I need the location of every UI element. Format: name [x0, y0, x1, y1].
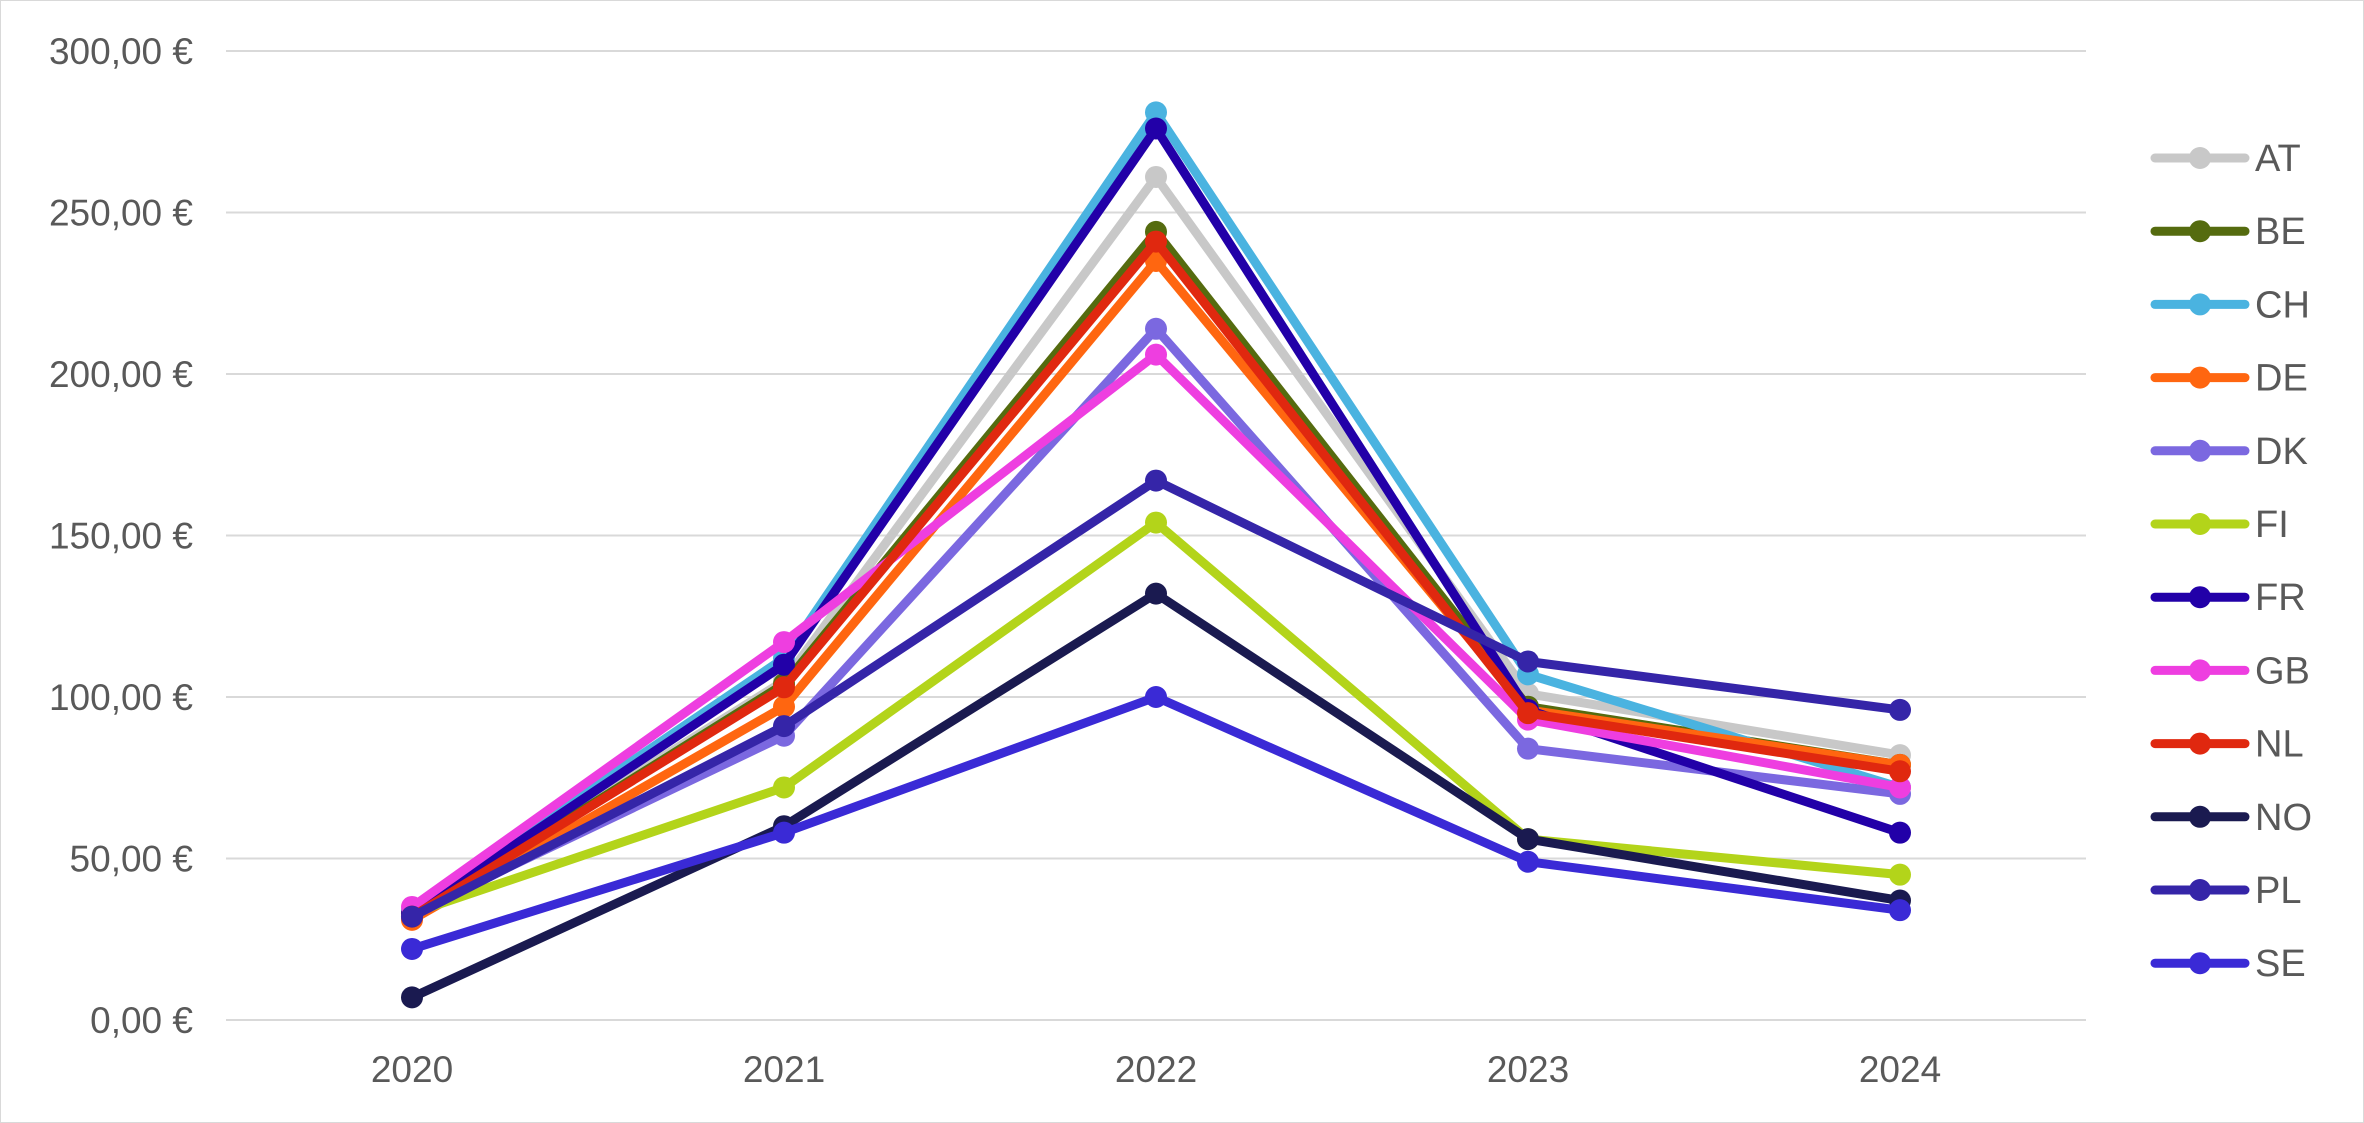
- data-point: [1145, 317, 1167, 340]
- legend-label: AT: [2255, 138, 2301, 180]
- legend-label: GB: [2255, 650, 2310, 692]
- data-point: [1889, 698, 1911, 721]
- data-point: [773, 695, 795, 718]
- data-point: [773, 776, 795, 799]
- legend-swatch-marker: [2189, 293, 2211, 316]
- y-tick-label: 0,00 €: [90, 1000, 193, 1041]
- data-point: [773, 821, 795, 844]
- legend-item-se: SE: [2150, 943, 2306, 985]
- data-point: [1145, 469, 1167, 492]
- legend-item-no: NO: [2150, 797, 2312, 839]
- data-point: [1517, 828, 1539, 851]
- data-point: [1145, 101, 1167, 124]
- legend-swatch-marker: [2189, 366, 2211, 389]
- legend-label: BE: [2255, 211, 2306, 253]
- x-tick-label: 2020: [371, 1049, 453, 1090]
- data-point: [401, 937, 423, 960]
- legend-item-ch: CH: [2150, 284, 2310, 326]
- legend-swatch-marker: [2189, 220, 2211, 243]
- y-tick-label: 250,00 €: [49, 193, 193, 234]
- data-point: [1517, 702, 1539, 725]
- data-point: [1517, 850, 1539, 873]
- legend-item-fi: FI: [2150, 504, 2289, 546]
- legend-label: DK: [2255, 431, 2308, 473]
- data-point: [1889, 899, 1911, 922]
- legend-label: FI: [2255, 504, 2289, 546]
- x-tick-label: 2022: [1115, 1049, 1197, 1090]
- data-point: [1145, 165, 1167, 188]
- legend-swatch-marker: [2189, 147, 2211, 169]
- legend-item-fr: FR: [2150, 577, 2306, 619]
- data-point: [1889, 776, 1911, 799]
- data-point: [1145, 230, 1167, 253]
- legend-swatch-marker: [2189, 439, 2211, 462]
- legend: AT BE CH DE DK FI FR GB NL NO PL SE: [2150, 138, 2312, 985]
- legend-item-at: AT: [2150, 138, 2301, 180]
- y-tick-label: 150,00 €: [49, 516, 193, 557]
- legend-label: SE: [2255, 943, 2306, 985]
- x-tick-label: 2024: [1859, 1049, 1941, 1090]
- legend-label: CH: [2255, 284, 2310, 326]
- x-tick-label: 2021: [743, 1049, 825, 1090]
- y-tick-label: 300,00 €: [49, 31, 193, 72]
- data-point: [1145, 686, 1167, 708]
- series-lines: [401, 101, 1911, 1009]
- y-tick-label: 50,00 €: [70, 839, 194, 880]
- data-point: [401, 905, 423, 928]
- data-point: [1145, 117, 1167, 140]
- data-point: [1889, 821, 1911, 844]
- data-point: [773, 676, 795, 699]
- legend-label: NL: [2255, 724, 2304, 766]
- data-point: [1517, 737, 1539, 760]
- series-dk: [401, 317, 1911, 925]
- legend-item-pl: PL: [2150, 870, 2301, 912]
- legend-swatch-marker: [2189, 732, 2211, 755]
- series-pl: [401, 469, 1911, 928]
- x-tick-label: 2023: [1487, 1049, 1569, 1090]
- x-axis-tick-labels: 2020 2021 2022 2023 2024: [371, 1049, 1941, 1090]
- series-line: [407, 324, 1905, 918]
- data-point: [401, 986, 423, 1009]
- series-line: [407, 237, 1905, 922]
- y-tick-label: 100,00 €: [49, 677, 193, 718]
- legend-swatch-marker: [2189, 586, 2211, 609]
- legend-label: FR: [2255, 577, 2306, 619]
- legend-label: NO: [2255, 797, 2312, 839]
- data-point: [1517, 650, 1539, 673]
- data-point: [1145, 343, 1167, 366]
- data-point: [1889, 760, 1911, 783]
- gridlines: [226, 50, 2086, 1021]
- data-point: [1145, 511, 1167, 534]
- legend-swatch-marker: [2189, 513, 2211, 535]
- legend-label: DE: [2255, 358, 2308, 400]
- series-gb: [401, 343, 1911, 918]
- data-point: [773, 631, 795, 654]
- y-tick-label: 200,00 €: [49, 354, 193, 395]
- legend-item-de: DE: [2150, 358, 2308, 400]
- y-axis-tick-labels: 0,00 € 50,00 € 100,00 € 150,00 € 200,00 € 250…: [49, 31, 193, 1041]
- legend-swatch-marker: [2189, 952, 2211, 975]
- data-point: [773, 715, 795, 738]
- legend-swatch-marker: [2189, 659, 2211, 682]
- series-line: [407, 350, 1905, 912]
- legend-swatch-marker: [2189, 879, 2211, 901]
- legend-label: PL: [2255, 870, 2301, 912]
- data-point: [1889, 863, 1911, 886]
- legend-item-gb: GB: [2150, 650, 2310, 692]
- legend-swatch-marker: [2189, 805, 2211, 828]
- series-no: [401, 582, 1911, 1009]
- data-point: [1145, 582, 1167, 605]
- data-point: [773, 653, 795, 676]
- legend-item-nl: NL: [2150, 724, 2304, 766]
- legend-item-dk: DK: [2150, 431, 2308, 473]
- series-se: [401, 686, 1911, 960]
- legend-item-be: BE: [2150, 211, 2306, 253]
